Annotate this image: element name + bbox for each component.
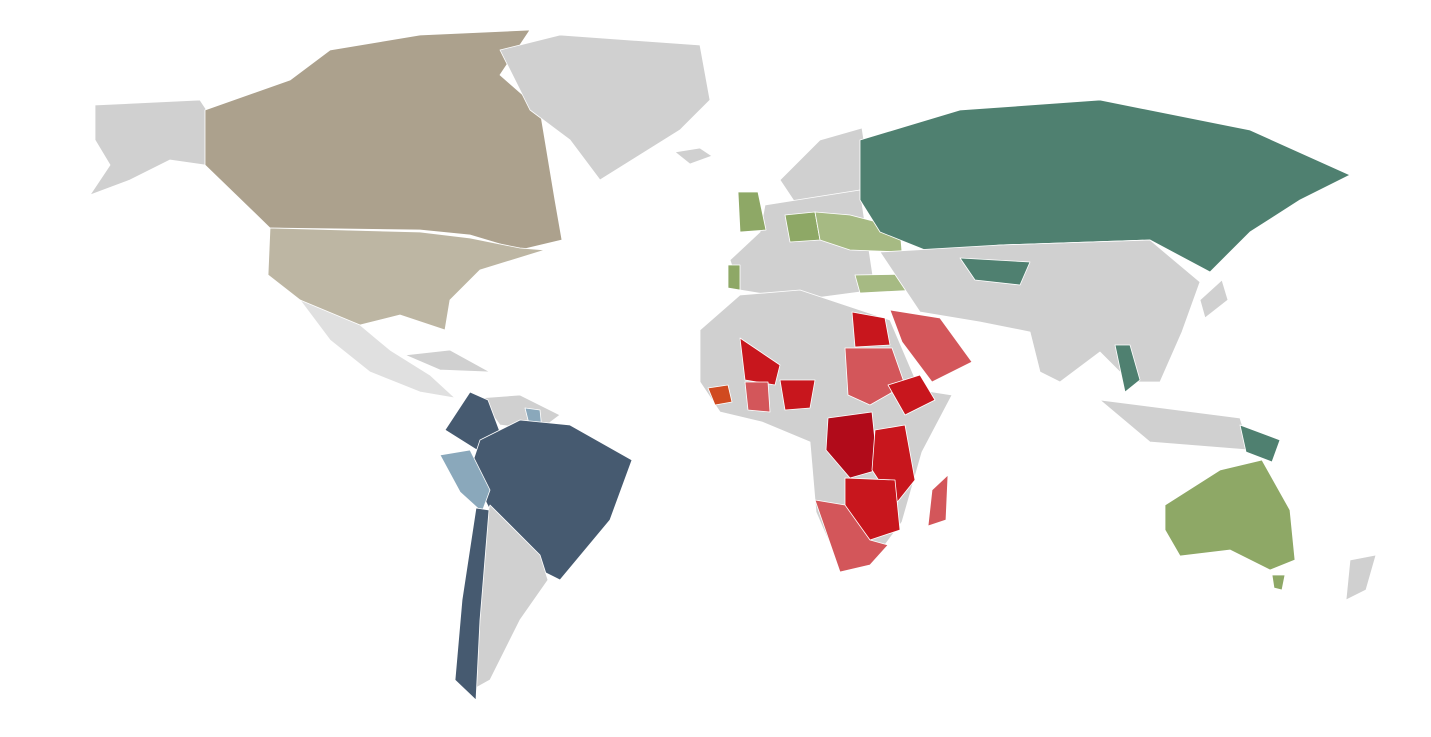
- indonesia: [1099, 399, 1251, 451]
- ghana: [744, 381, 771, 413]
- madagascar: [927, 474, 949, 527]
- egypt: [851, 311, 891, 348]
- mexico-central-america: [299, 299, 456, 399]
- germany: [784, 211, 821, 243]
- countries: [89, 29, 1377, 701]
- canada: [204, 29, 563, 251]
- central-asia: [959, 257, 1031, 286]
- tasmania: [1271, 574, 1286, 591]
- vietnam: [1114, 344, 1141, 393]
- peru: [439, 449, 491, 513]
- alaska: [89, 99, 211, 196]
- sierra-leone: [707, 384, 733, 406]
- arabia: [889, 309, 973, 383]
- nigeria: [779, 379, 816, 411]
- russia: [859, 99, 1351, 273]
- sudan: [844, 347, 906, 406]
- congo: [825, 411, 879, 479]
- papua-new-guinea: [1239, 424, 1281, 463]
- caribbean: [404, 349, 491, 373]
- japan: [1199, 279, 1229, 319]
- new-zealand: [1345, 554, 1377, 601]
- ethiopia: [887, 374, 936, 416]
- greenland: [499, 34, 711, 181]
- chile: [454, 507, 490, 701]
- uk: [737, 191, 767, 233]
- mali: [739, 337, 781, 386]
- iceland: [674, 147, 713, 165]
- portugal: [727, 264, 741, 291]
- australia: [1164, 459, 1296, 571]
- southern-africa: [814, 499, 889, 573]
